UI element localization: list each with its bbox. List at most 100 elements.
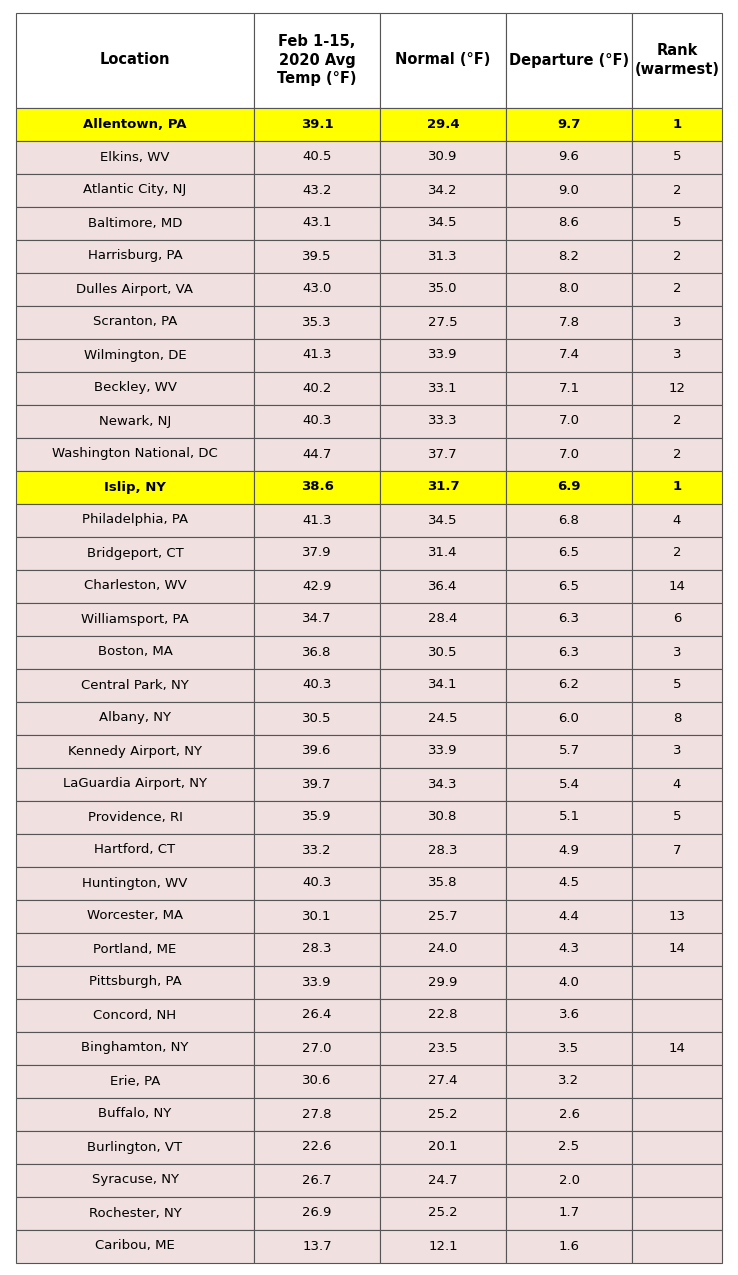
Text: Scranton, PA: Scranton, PA (93, 315, 177, 329)
Bar (16, 273, 254, 306)
Text: 5: 5 (673, 150, 681, 163)
Text: 27.8: 27.8 (303, 1108, 332, 1121)
Bar (16, 470, 254, 504)
Text: Syracuse, NY: Syracuse, NY (92, 1173, 179, 1187)
Text: 1.6: 1.6 (559, 1239, 579, 1252)
Bar (506, 240, 632, 273)
Text: Kennedy Airport, NY: Kennedy Airport, NY (68, 745, 202, 757)
Text: 34.1: 34.1 (428, 678, 458, 691)
Bar (380, 899, 506, 932)
Text: 38.6: 38.6 (300, 481, 334, 493)
Text: 39.6: 39.6 (303, 745, 331, 757)
Text: 3.5: 3.5 (559, 1042, 579, 1054)
Text: 8.2: 8.2 (559, 250, 579, 263)
Bar (380, 273, 506, 306)
Bar (632, 668, 722, 701)
Text: 6.9: 6.9 (557, 481, 581, 493)
Bar (506, 13, 632, 107)
Bar (254, 867, 380, 899)
Text: 22.8: 22.8 (428, 1009, 458, 1021)
Bar (506, 570, 632, 603)
Text: Elkins, WV: Elkins, WV (100, 150, 170, 163)
Bar (380, 1164, 506, 1196)
Bar (16, 306, 254, 338)
Bar (506, 207, 632, 240)
Bar (16, 140, 254, 173)
Text: 6.5: 6.5 (559, 580, 579, 593)
Bar (632, 273, 722, 306)
Text: Bridgeport, CT: Bridgeport, CT (86, 547, 183, 560)
Text: 41.3: 41.3 (303, 514, 332, 527)
Bar (632, 867, 722, 899)
Bar (16, 635, 254, 668)
Text: Dulles Airport, VA: Dulles Airport, VA (77, 283, 193, 296)
Text: 33.2: 33.2 (302, 844, 332, 857)
Bar (380, 1131, 506, 1164)
Text: Atlantic City, NJ: Atlantic City, NJ (83, 184, 187, 196)
Text: Concord, NH: Concord, NH (94, 1009, 176, 1021)
Text: 20.1: 20.1 (428, 1141, 458, 1154)
Bar (16, 768, 254, 801)
Text: 3: 3 (673, 645, 681, 658)
Text: 6.5: 6.5 (559, 547, 579, 560)
Bar (254, 570, 380, 603)
Text: 6.2: 6.2 (559, 678, 579, 691)
Text: Albany, NY: Albany, NY (99, 711, 171, 724)
Text: 28.3: 28.3 (428, 844, 458, 857)
Text: 3.6: 3.6 (559, 1009, 579, 1021)
Text: 2.5: 2.5 (559, 1141, 579, 1154)
Text: 24.7: 24.7 (428, 1173, 458, 1187)
Text: 13.7: 13.7 (302, 1239, 332, 1252)
Bar (254, 932, 380, 965)
Bar (254, 173, 380, 207)
Text: Binghamton, NY: Binghamton, NY (81, 1042, 189, 1054)
Text: 4.9: 4.9 (559, 844, 579, 857)
Bar (632, 371, 722, 404)
Bar (254, 965, 380, 998)
Bar (506, 537, 632, 570)
Bar (506, 1196, 632, 1229)
Bar (380, 1196, 506, 1229)
Text: 43.2: 43.2 (303, 184, 332, 196)
Bar (254, 207, 380, 240)
Bar (380, 140, 506, 173)
Bar (380, 932, 506, 965)
Text: 7.8: 7.8 (559, 315, 579, 329)
Text: 34.2: 34.2 (428, 184, 458, 196)
Bar (16, 207, 254, 240)
Bar (380, 867, 506, 899)
Text: 35.3: 35.3 (302, 315, 332, 329)
Text: 5.7: 5.7 (559, 745, 579, 757)
Text: 30.5: 30.5 (428, 645, 458, 658)
Bar (506, 932, 632, 965)
Bar (16, 734, 254, 768)
Bar (506, 173, 632, 207)
Text: 31.7: 31.7 (427, 481, 459, 493)
Bar (632, 1131, 722, 1164)
Text: 5.1: 5.1 (559, 811, 579, 824)
Bar (254, 437, 380, 470)
Bar (632, 635, 722, 668)
Text: 36.8: 36.8 (303, 645, 331, 658)
Text: 7.0: 7.0 (559, 414, 579, 427)
Text: 14: 14 (669, 1042, 686, 1054)
Text: 2: 2 (673, 414, 681, 427)
Bar (506, 998, 632, 1031)
Bar (16, 701, 254, 734)
Bar (16, 13, 254, 107)
Text: 37.7: 37.7 (428, 448, 458, 460)
Text: Boston, MA: Boston, MA (97, 645, 173, 658)
Text: 43.1: 43.1 (303, 217, 332, 230)
Text: 34.5: 34.5 (428, 514, 458, 527)
Text: Burlington, VT: Burlington, VT (87, 1141, 182, 1154)
Bar (16, 801, 254, 834)
Bar (506, 1065, 632, 1098)
Bar (506, 371, 632, 404)
Text: Rochester, NY: Rochester, NY (89, 1206, 182, 1219)
Text: 12: 12 (669, 381, 686, 394)
Text: 6.3: 6.3 (559, 645, 579, 658)
Text: 4.0: 4.0 (559, 975, 579, 988)
Text: 6.0: 6.0 (559, 711, 579, 724)
Bar (380, 404, 506, 437)
Bar (506, 107, 632, 140)
